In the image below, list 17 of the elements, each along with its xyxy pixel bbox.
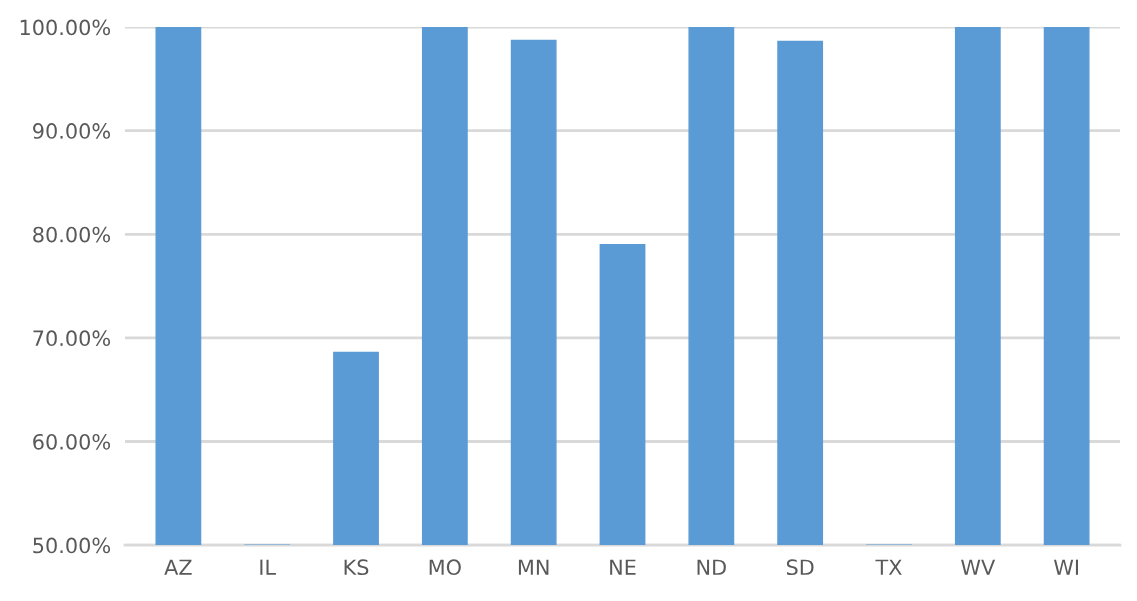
x-tick-label: WV xyxy=(961,559,996,575)
x-tick-label: MO xyxy=(429,559,461,576)
x-tick-label: ND xyxy=(697,559,726,575)
x-tick-label: TX xyxy=(875,559,902,575)
y-tick-label: 100.00% xyxy=(20,19,111,36)
y-tick-label: 50.00% xyxy=(33,537,111,554)
x-tick-label: AZ xyxy=(164,559,192,575)
x-tick-label: WI xyxy=(1053,559,1078,575)
x-tick-label: MN xyxy=(518,559,549,575)
y-tick-label: 80.00% xyxy=(33,226,111,243)
y-tick-label: 70.00% xyxy=(33,330,111,347)
y-tick-label: 60.00% xyxy=(33,433,111,450)
x-tick-label: NE xyxy=(610,559,636,575)
x-tick-label: KS xyxy=(344,559,369,576)
y-tick-label: 90.00% xyxy=(33,123,111,139)
x-tick-label: SD xyxy=(786,559,814,576)
x-tick-label: IL xyxy=(260,559,276,575)
